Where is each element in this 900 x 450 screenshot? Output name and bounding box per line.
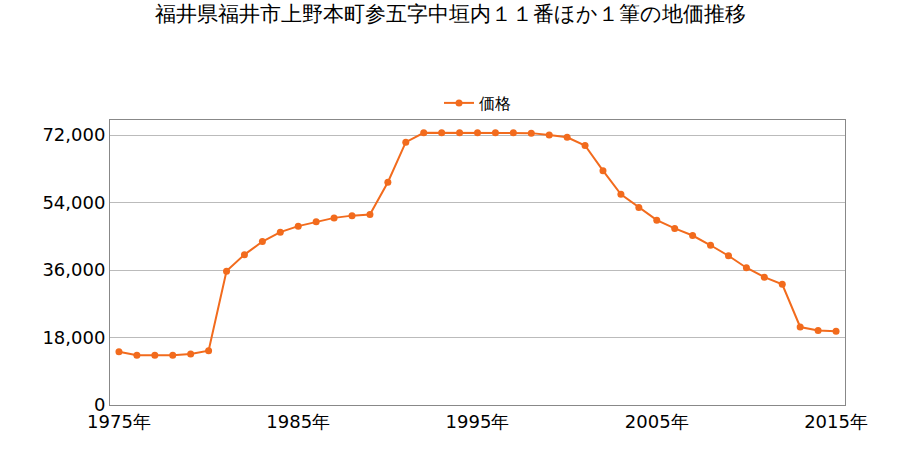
svg-text:2015年: 2015年	[804, 411, 868, 432]
svg-text:2005年: 2005年	[625, 411, 689, 432]
svg-text:1995年: 1995年	[446, 411, 510, 432]
svg-text:1985年: 1985年	[266, 411, 330, 432]
svg-text:福井県福井市上野本町参五字中垣内１１番ほか１筆の地価推移: 福井県福井市上野本町参五字中垣内１１番ほか１筆の地価推移	[155, 2, 746, 26]
svg-text:36,000: 36,000	[42, 259, 105, 280]
svg-text:18,000: 18,000	[42, 327, 105, 348]
svg-text:54,000: 54,000	[42, 192, 105, 213]
svg-text:1975年: 1975年	[87, 411, 151, 432]
svg-text:価格: 価格	[479, 94, 511, 113]
svg-text:72,000: 72,000	[42, 124, 105, 145]
svg-text:0: 0	[94, 394, 105, 415]
